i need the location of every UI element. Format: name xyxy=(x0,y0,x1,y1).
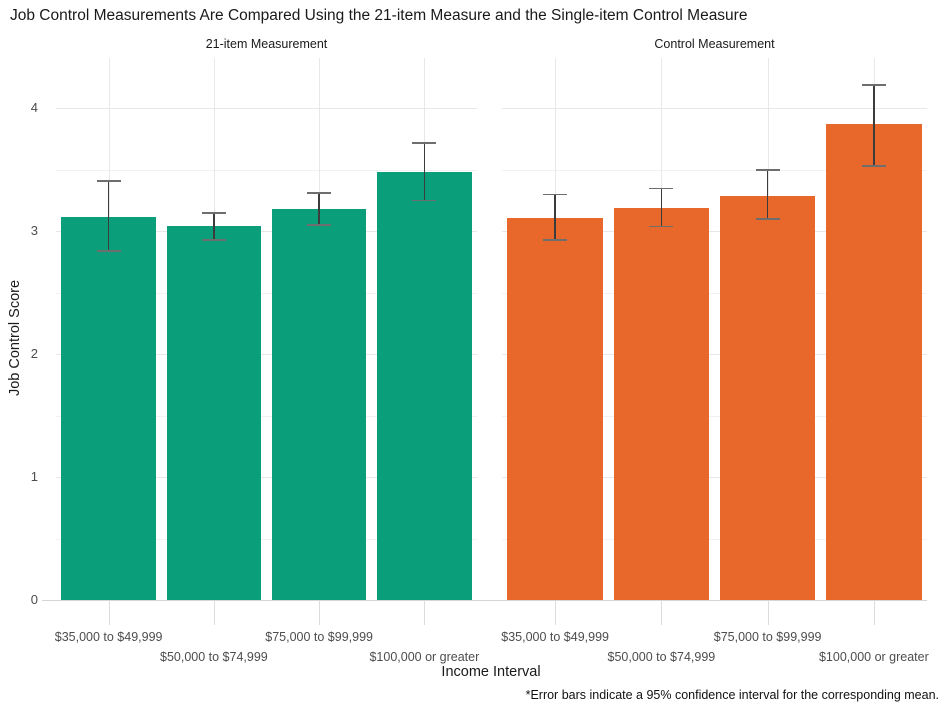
x-tick-label: $50,000 to $74,999 xyxy=(160,650,268,664)
error-bar-cap-top xyxy=(861,84,886,86)
x-tick-label: $50,000 to $74,999 xyxy=(607,650,716,664)
error-bar-cap-bottom xyxy=(96,250,121,252)
x-axis-tick xyxy=(555,601,557,625)
bar xyxy=(166,226,262,600)
x-tick-label: $75,000 to $99,999 xyxy=(713,630,822,644)
y-tick-label: 2 xyxy=(30,346,38,362)
major-gridline xyxy=(56,354,477,356)
y-tick-label: 1 xyxy=(30,469,38,485)
error-bar-line xyxy=(107,180,110,251)
error-bar-cap-bottom xyxy=(412,199,437,202)
error-bar-cap-top xyxy=(755,169,780,171)
error-bar-line xyxy=(873,85,875,167)
minor-gridline xyxy=(56,415,477,417)
bar xyxy=(377,172,472,600)
x-axis-title: Income Interval xyxy=(441,664,541,680)
x-axis-line xyxy=(42,600,927,601)
y-tick-label: 0 xyxy=(30,592,38,607)
error-bar-line xyxy=(213,212,215,240)
error-bar-cap-top xyxy=(412,142,437,144)
minor-gridline xyxy=(502,169,927,171)
error-bar-cap-top xyxy=(543,193,568,196)
minor-gridline xyxy=(502,415,927,417)
major-gridline xyxy=(56,477,477,479)
error-bar-line xyxy=(318,193,320,226)
major-gridline xyxy=(502,108,927,110)
x-axis-tick xyxy=(873,601,875,625)
error-bar-line xyxy=(423,142,426,201)
bar xyxy=(719,195,816,600)
error-bar-cap-top xyxy=(96,180,121,182)
x-axis-tick xyxy=(424,601,426,625)
x-tick-label: $35,000 to $49,999 xyxy=(501,630,609,644)
major-gridline xyxy=(502,477,927,479)
bar xyxy=(613,207,710,600)
error-bar-cap-bottom xyxy=(543,239,568,241)
major-gridline xyxy=(56,231,477,233)
minor-gridline xyxy=(502,292,927,294)
major-gridline xyxy=(502,231,927,233)
bar xyxy=(61,216,156,600)
facet-label-control: Control Measurement xyxy=(654,37,775,51)
x-axis-tick xyxy=(213,601,215,625)
error-bar-line xyxy=(554,194,556,240)
x-tick-label: $100,000 or greater xyxy=(818,650,929,664)
bar xyxy=(507,217,603,600)
bar xyxy=(826,124,922,600)
error-bar-cap-bottom xyxy=(649,225,674,228)
x-axis-tick xyxy=(319,601,321,625)
major-gridline xyxy=(502,354,927,356)
minor-gridline xyxy=(56,538,477,540)
minor-gridline xyxy=(56,292,477,294)
footnote: *Error bars indicate a 95% confidence in… xyxy=(525,688,939,702)
chart-title: Job Control Measurements Are Compared Us… xyxy=(10,7,748,24)
error-bar-cap-bottom xyxy=(861,165,886,167)
bar xyxy=(271,209,367,600)
x-axis-tick xyxy=(661,601,663,625)
error-bar-cap-bottom xyxy=(307,224,332,226)
error-bar-cap-bottom xyxy=(755,218,780,220)
x-tick-label: $35,000 to $49,999 xyxy=(54,630,163,644)
error-bar-cap-top xyxy=(649,187,674,190)
y-tick-label: 3 xyxy=(30,223,38,239)
error-bar-cap-top xyxy=(201,212,226,214)
major-gridline xyxy=(56,108,477,110)
error-bar-line xyxy=(766,169,769,219)
y-tick-label: 4 xyxy=(30,100,38,116)
facet-label-21-item: 21-item Measurement xyxy=(205,37,328,51)
error-bar-cap-bottom xyxy=(201,239,226,241)
error-bar-cap-top xyxy=(307,192,332,194)
x-tick-label: $100,000 or greater xyxy=(369,650,480,664)
x-tick-label: $75,000 to $99,999 xyxy=(265,630,373,644)
x-axis-tick xyxy=(767,601,769,625)
x-axis-tick xyxy=(108,601,110,625)
minor-gridline xyxy=(56,169,477,171)
minor-gridline xyxy=(502,538,927,540)
error-bar-line xyxy=(660,188,663,227)
